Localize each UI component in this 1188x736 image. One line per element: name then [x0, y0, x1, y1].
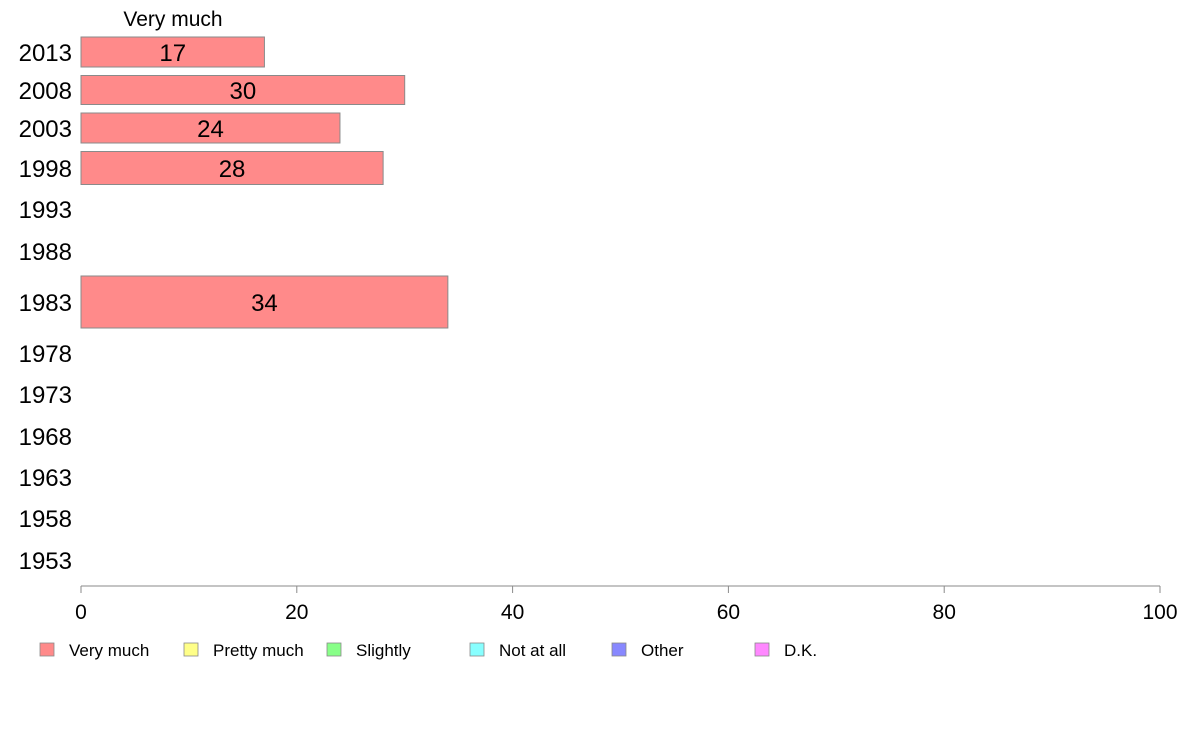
bar-value-label: 34: [251, 290, 278, 317]
y-tick-label: 2013: [19, 40, 72, 67]
x-axis: 0 20 40 60 80 100: [75, 585, 1178, 624]
y-axis-labels: 2013 2008 2003 1998 1993 1988 1983 1978 1973 1968…: [19, 40, 72, 575]
bar-value-label: 28: [219, 156, 246, 183]
legend-label: Other: [641, 641, 684, 660]
x-tick-label: 80: [933, 601, 956, 624]
bar: [80, 75, 406, 105]
y-tick-label: 2003: [19, 116, 72, 143]
x-tick-label: 100: [1142, 601, 1177, 624]
bar: [80, 112, 341, 144]
legend-swatch: [39, 642, 55, 657]
y-tick-label: 1968: [19, 424, 72, 451]
legend-swatch: [611, 642, 627, 657]
bar-value-label: 30: [229, 78, 256, 105]
legend-swatch: [469, 642, 485, 657]
y-tick-label: 2008: [19, 78, 72, 105]
bar: [80, 275, 449, 329]
bar: [80, 36, 265, 68]
y-tick-label: 1953: [19, 548, 72, 575]
legend-label: Not at all: [499, 641, 566, 660]
y-tick-label: 1958: [19, 506, 72, 533]
y-tick-label: 1963: [19, 465, 72, 492]
bar-value-label: 17: [159, 40, 186, 67]
x-tick-label: 60: [717, 601, 740, 624]
x-tick-label: 40: [501, 601, 524, 624]
legend: Very much Pretty much Slightly Not at all Ot…: [39, 641, 817, 660]
y-tick-label: 1988: [19, 239, 72, 266]
y-tick-label: 1973: [19, 382, 72, 409]
y-tick-label: 1978: [19, 341, 72, 368]
legend-label: Very much: [69, 641, 149, 660]
legend-swatch: [754, 642, 770, 657]
legend-label: Pretty much: [213, 641, 304, 660]
legend-label: Slightly: [356, 641, 411, 660]
legend-swatch: [326, 642, 342, 657]
bar: [80, 151, 384, 185]
x-tick-label: 0: [75, 601, 87, 624]
y-tick-label: 1983: [19, 290, 72, 317]
column-header: Very much: [123, 8, 222, 31]
x-tick-label: 20: [285, 601, 308, 624]
y-tick-label: 1993: [19, 197, 72, 224]
bar-value-label: 24: [197, 116, 224, 143]
legend-label: D.K.: [784, 641, 817, 660]
legend-swatch: [183, 642, 199, 657]
y-tick-label: 1998: [19, 156, 72, 183]
